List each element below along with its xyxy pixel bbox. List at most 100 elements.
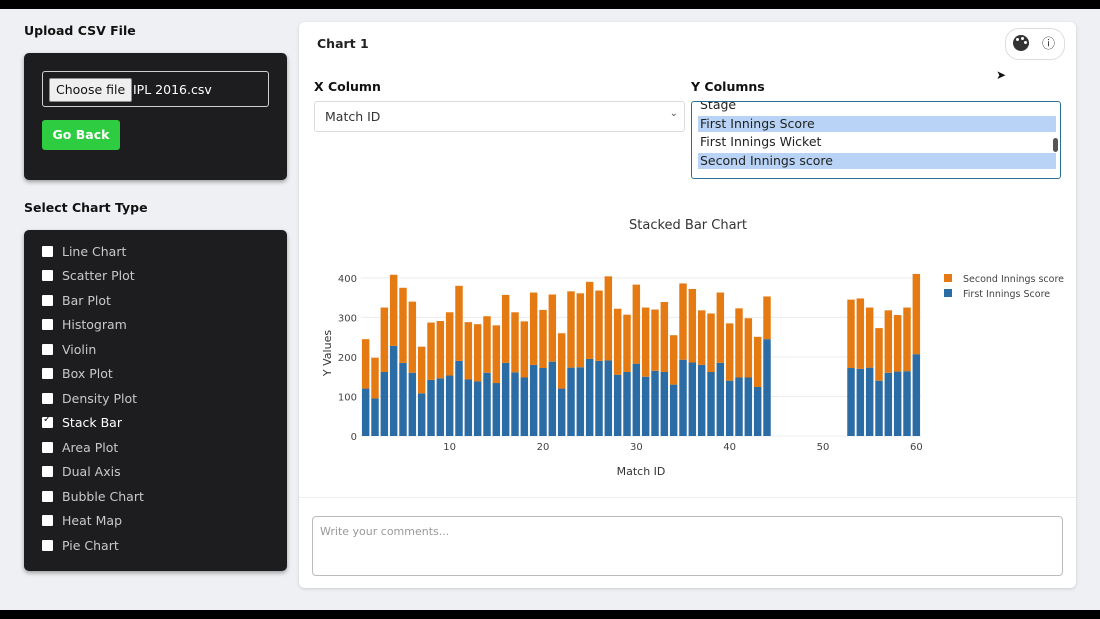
bar-second-innings bbox=[753, 336, 762, 387]
bar-first-innings bbox=[735, 377, 743, 436]
comment-input[interactable]: Write your comments... bbox=[312, 516, 1063, 576]
bar-second-innings bbox=[361, 339, 370, 389]
file-input[interactable]: Choose file IPL 2016.csv bbox=[42, 71, 269, 107]
y-option[interactable]: First Innings Score bbox=[698, 115, 1056, 132]
checkbox[interactable] bbox=[42, 270, 53, 281]
y-tick-label: 0 bbox=[351, 432, 357, 443]
bar-first-innings bbox=[576, 367, 585, 436]
chevron-down-icon: ⌄ bbox=[669, 108, 678, 119]
y-tick-label: 300 bbox=[338, 313, 357, 324]
bar-first-innings bbox=[408, 372, 417, 436]
bar-first-innings bbox=[893, 371, 902, 436]
x-column-value: Match ID bbox=[325, 109, 381, 124]
bar-second-innings bbox=[473, 324, 482, 382]
x-axis-label: Match ID bbox=[617, 465, 666, 478]
bar-first-innings bbox=[567, 367, 575, 436]
info-icon[interactable]: ⓘ bbox=[1042, 37, 1056, 52]
bar-first-innings bbox=[464, 379, 473, 436]
bar-second-innings bbox=[725, 323, 734, 381]
y-tick-label: 200 bbox=[338, 353, 357, 364]
bar-first-innings bbox=[669, 384, 678, 436]
chart-type-dual-axis[interactable]: Dual Axis bbox=[42, 463, 121, 481]
legend-swatch bbox=[944, 274, 952, 282]
bar-second-innings bbox=[380, 307, 389, 372]
checkbox[interactable] bbox=[42, 515, 53, 526]
chart-type-label: Bar Plot bbox=[62, 292, 111, 308]
checkbox[interactable] bbox=[42, 245, 53, 257]
y-option[interactable]: Stage bbox=[700, 101, 737, 112]
chart-type-label: Pie Chart bbox=[62, 537, 119, 553]
chart-type-density-plot[interactable]: Density Plot bbox=[42, 389, 137, 407]
checkbox[interactable] bbox=[42, 294, 53, 306]
scrollbar[interactable] bbox=[1053, 138, 1058, 152]
bar-first-innings bbox=[585, 358, 594, 436]
bar-first-innings bbox=[389, 345, 398, 436]
chart-type-area-plot[interactable]: Area Plot bbox=[42, 438, 118, 456]
chart-type-bar-plot[interactable]: Bar Plot bbox=[42, 291, 111, 309]
chart-type-line-chart[interactable]: Line Chart bbox=[42, 242, 126, 260]
checkbox[interactable] bbox=[42, 490, 53, 502]
bar-second-innings bbox=[856, 298, 865, 369]
legend-swatch bbox=[944, 289, 952, 297]
bottom-letterbox bbox=[0, 610, 1100, 619]
x-column-select[interactable]: Match ID ⌄ bbox=[314, 101, 685, 132]
bar-first-innings bbox=[725, 380, 734, 436]
bar-second-innings bbox=[389, 274, 398, 346]
bar-second-innings bbox=[371, 357, 379, 399]
checkbox[interactable] bbox=[42, 441, 53, 453]
checkbox[interactable] bbox=[42, 466, 53, 477]
chart-type-histogram[interactable]: Histogram bbox=[42, 316, 127, 334]
checkbox[interactable] bbox=[42, 392, 53, 404]
x-tick-label: 10 bbox=[443, 442, 456, 453]
y-columns-label: Y Columns bbox=[691, 79, 765, 94]
bar-second-innings bbox=[604, 276, 613, 361]
checkbox[interactable] bbox=[42, 343, 53, 355]
checkbox[interactable] bbox=[42, 368, 53, 379]
go-back-button[interactable]: Go Back bbox=[42, 120, 120, 150]
bar-second-innings bbox=[707, 313, 715, 372]
chart-type-label: Area Plot bbox=[62, 439, 119, 455]
x-tick-label: 30 bbox=[630, 442, 643, 453]
bar-first-innings bbox=[903, 371, 911, 436]
chart-type-bubble-chart[interactable]: Bubble Chart bbox=[42, 487, 144, 505]
bar-second-innings bbox=[492, 325, 501, 384]
chart-type-heat-map[interactable]: Heat Map bbox=[42, 512, 122, 530]
checkbox[interactable] bbox=[42, 539, 53, 551]
chart-type-stack-bar[interactable]: Stack Bar bbox=[42, 414, 122, 432]
palette-icon[interactable] bbox=[1013, 35, 1029, 51]
bar-first-innings bbox=[716, 362, 725, 436]
bar-second-innings bbox=[455, 285, 463, 361]
bar-first-innings bbox=[445, 375, 454, 436]
chart-type-title: Select Chart Type bbox=[24, 200, 148, 215]
bar-second-innings bbox=[623, 314, 631, 372]
y-columns-select[interactable]: Second Innings score First Innings Wicket… bbox=[691, 101, 1061, 179]
checkbox[interactable] bbox=[42, 414, 53, 428]
bar-second-innings bbox=[511, 312, 519, 373]
x-tick-label: 20 bbox=[537, 442, 550, 453]
bar-first-innings bbox=[501, 362, 510, 436]
bar-first-innings bbox=[371, 398, 379, 436]
y-option[interactable]: First Innings Wicket bbox=[700, 134, 822, 150]
chart-type-box-plot[interactable]: Box Plot bbox=[42, 365, 113, 383]
mouse-cursor-icon: ➤ bbox=[996, 68, 1007, 82]
chart-type-scatter-plot[interactable]: Scatter Plot bbox=[42, 267, 135, 285]
bar-first-innings bbox=[539, 368, 547, 436]
choose-file-button[interactable]: Choose file bbox=[49, 78, 133, 102]
chart-type-violin[interactable]: Violin bbox=[42, 340, 96, 358]
bar-second-innings bbox=[847, 299, 855, 369]
bar-first-innings bbox=[884, 372, 893, 436]
legend-label: Second Innings score bbox=[963, 274, 1064, 285]
chart-type-label: Line Chart bbox=[62, 243, 127, 259]
bar-second-innings bbox=[875, 328, 883, 381]
y-option[interactable]: Second Innings score bbox=[698, 153, 1056, 170]
chart-type-label: Dual Axis bbox=[62, 464, 121, 479]
bar-first-innings bbox=[399, 362, 407, 436]
bar-first-innings bbox=[688, 362, 697, 436]
chart-type-pie-chart[interactable]: Pie Chart bbox=[42, 536, 119, 554]
bar-second-innings bbox=[436, 320, 445, 379]
bar-second-innings bbox=[660, 302, 669, 372]
bar-first-innings bbox=[697, 364, 706, 436]
chart-options-button[interactable]: ⓘ bbox=[1005, 28, 1065, 60]
checkbox[interactable] bbox=[42, 319, 53, 330]
bar-second-innings bbox=[912, 273, 921, 355]
